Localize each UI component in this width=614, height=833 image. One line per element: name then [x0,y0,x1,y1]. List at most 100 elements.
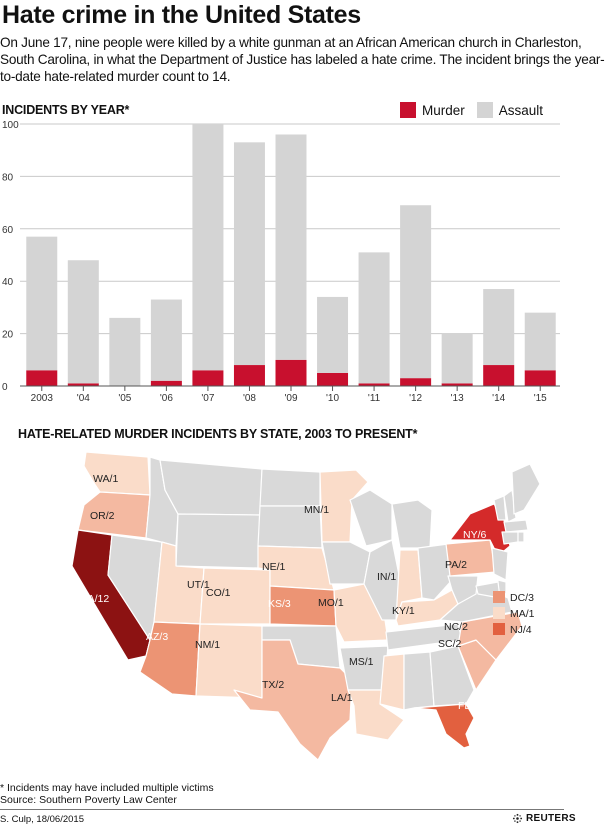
state-label-tx: TX/2 [262,679,284,691]
state-ar [339,645,389,691]
chart-title: Hate crime in the United States [2,1,361,29]
state-nm [195,623,263,699]
map-legend-label: DC/3 [510,592,534,604]
bar-murder [524,370,556,386]
legend-item-murder: Murder [400,102,465,118]
state-ct [501,531,519,545]
state-al [403,651,435,711]
state-ri [517,531,525,543]
bar-murder [26,370,58,386]
state-mt [159,459,263,516]
x-tick-label: '13 [451,393,464,404]
state-label-in: IN/1 [377,571,396,583]
x-tick-label: '12 [409,393,422,404]
x-tick-label: 2003 [31,393,54,404]
bar-chart: 0 20 40 60 80 100 2003 '04 '05 '06 '07 '08 '09 '10 '11… [2,120,560,404]
bar-assault [233,142,265,366]
state-wy [175,513,261,569]
bar-murder [400,378,432,386]
state-nj [491,547,509,581]
x-tick-label: '08 [243,393,256,404]
state-nc [457,611,523,661]
y-tick-label: 0 [2,382,8,393]
bar-assault [109,317,141,386]
state-label-az: AZ/3 [146,631,168,643]
bar-murder [233,365,265,386]
legend-label-assault: Assault [498,102,544,118]
x-tick-label: '05 [118,393,131,404]
y-tick-label: 20 [2,330,14,341]
legend-item-assault: Assault [476,102,544,118]
map-legend-swatch [493,591,505,603]
x-tick-label: '09 [284,393,297,404]
y-tick-label: 80 [2,172,14,183]
y-tick-label: 40 [2,277,14,288]
bar-assault [524,312,556,371]
credit-text: S. Culp, 18/06/2015 [0,814,84,825]
bar-assault [67,260,99,384]
state-label-co: CO/1 [206,587,231,599]
state-label-wa: WA/1 [93,473,118,485]
state-ms [379,653,405,711]
state-or [77,491,151,539]
state-wi [349,489,393,547]
state-wv [447,575,479,605]
state-label-ca: CA/12 [80,593,109,605]
bar-murder [192,370,224,386]
bar-murder [483,365,515,386]
bar-assault [441,333,473,384]
state-label-mo: MO/1 [318,597,344,609]
state-label-nm: NM/1 [195,639,220,651]
bar-murder [150,380,182,386]
map-title: HATE-RELATED MURDER INCIDENTS BY STATE, … [18,427,418,441]
bar-assault [192,124,224,371]
state-label-ky: KY/1 [392,605,415,617]
state-label-nc: NC/2 [444,621,468,633]
legend-swatch-murder [400,102,416,118]
reuters-brand: REUTERS [512,813,576,824]
reuters-logo-icon [512,813,523,824]
state-label-pa: PA/2 [445,559,467,571]
footnote-incidents: * Incidents may have included multiple v… [0,782,214,794]
state-tx [233,639,353,761]
y-tick-label: 60 [2,225,14,236]
bar-murder [317,372,349,386]
state-label-mn: MN/1 [304,504,329,516]
state-label-ut: UT/1 [187,579,210,591]
state-label-la: LA/1 [331,692,353,704]
state-ia [321,541,371,585]
bar-murder [67,383,99,386]
footnote-source: Source: Southern Poverty Law Center [0,794,177,806]
bar-assault [317,296,349,373]
state-nd [259,468,321,507]
credit-bar: S. Culp, 18/06/2015 REUTERS [0,809,576,832]
map-legend-label: MA/1 [510,608,535,620]
state-label-ne: NE/1 [262,561,286,573]
map-legend-swatch [493,623,505,635]
state-oh [417,543,453,601]
bar-chart-title: INCIDENTS BY YEAR* [2,103,130,117]
state-vt [493,495,507,521]
state-mi [391,499,433,549]
x-tick-label: '07 [201,393,214,404]
x-tick-label: '04 [77,393,90,404]
bar-assault [275,134,307,360]
bar-assault [26,236,58,371]
map-legend-label: NJ/4 [510,624,532,636]
state-me [511,463,541,515]
legend-swatch-assault [476,102,493,118]
x-tick-label: '11 [368,393,381,404]
x-tick-label: '06 [160,393,173,404]
bar-assault [358,252,390,384]
us-map: WA/1 OR/2 CA/12 UT/1CO/1 AZ/3 NM/1 NE/1 KS/3 TX/… [71,451,541,761]
state-label-ks: KS/3 [268,598,291,610]
state-ma [503,519,529,533]
x-tick-label: '10 [326,393,339,404]
brand-label: REUTERS [526,813,576,824]
legend-label-murder: Murder [422,102,465,118]
bar-murder [275,359,307,386]
state-label-sc: SC/2 [438,638,462,650]
state-label-fl: FL/4 [458,700,479,712]
bar-legend: Murder Assault [400,102,555,118]
state-label-ny: NY/6 [463,529,487,541]
